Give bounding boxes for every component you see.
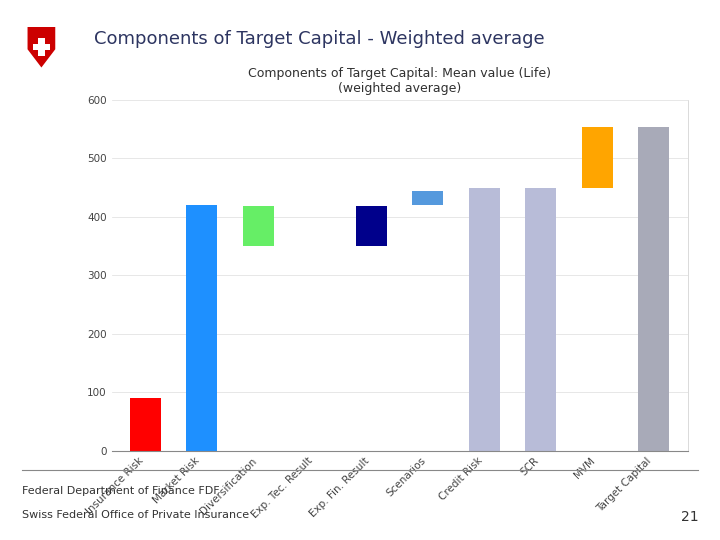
FancyBboxPatch shape [38, 38, 45, 56]
PathPatch shape [27, 27, 55, 68]
Bar [582, 127, 613, 187]
Text: Components of Target Capital - Weighted average: Components of Target Capital - Weighted … [94, 30, 544, 48]
Bar [638, 127, 670, 451]
Bar [469, 187, 500, 451]
Title: Components of Target Capital: Mean value (Life)
(weighted average): Components of Target Capital: Mean value… [248, 66, 551, 94]
Bar [130, 399, 161, 451]
Bar [526, 187, 557, 451]
Bar [413, 191, 444, 205]
Bar [243, 206, 274, 246]
FancyBboxPatch shape [32, 44, 50, 51]
Text: Swiss Federal Office of Private Insurance: Swiss Federal Office of Private Insuranc… [22, 510, 248, 521]
Bar [356, 206, 387, 246]
Bar [186, 205, 217, 451]
Text: Federal Department of Finance FDF: Federal Department of Finance FDF [22, 486, 219, 496]
Text: 21: 21 [681, 510, 698, 524]
